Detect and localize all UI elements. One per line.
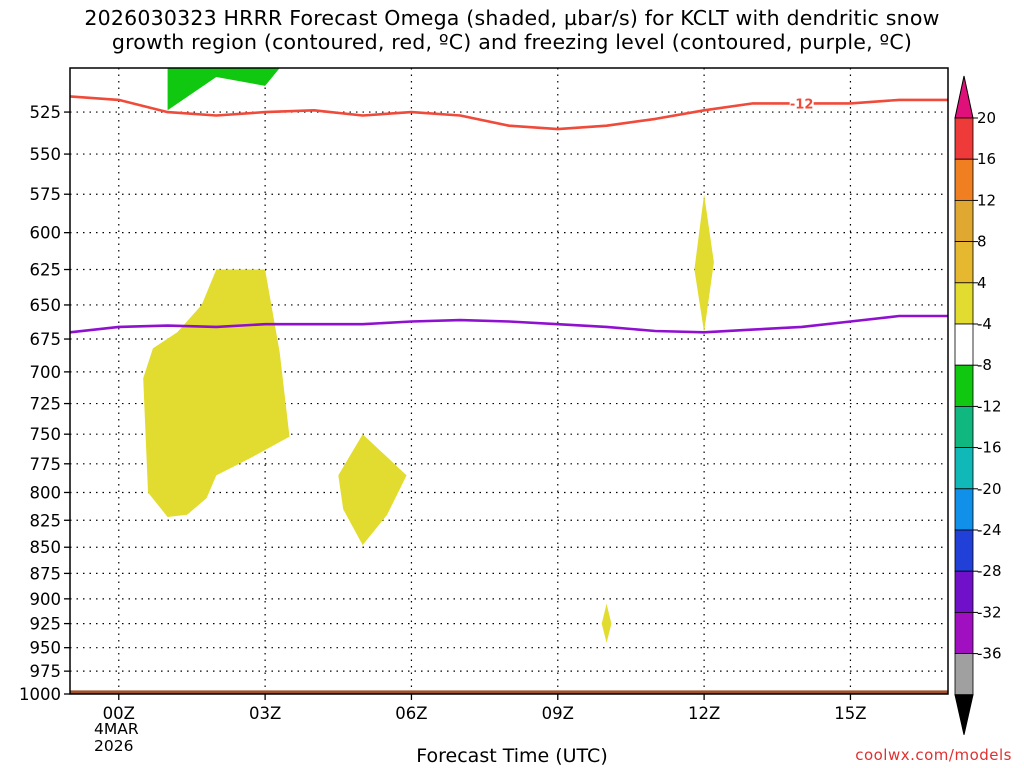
- colorbar-segment-6: [954, 364, 974, 407]
- colorbar-label-4: 4: [977, 274, 987, 292]
- y-tick-label-875: 875: [30, 564, 62, 583]
- omega-region-yellow-4: [601, 603, 612, 643]
- colorbar-segment-11: [954, 570, 974, 613]
- grid: [70, 68, 948, 694]
- surface-band-rect: [70, 690, 948, 694]
- freezing-level-line: [70, 314, 948, 334]
- contour-labels: -12: [789, 96, 814, 112]
- title-line-2: growth region (contoured, red, ºC) and f…: [111, 30, 913, 54]
- y-tick-label-700: 700: [30, 363, 62, 382]
- x-tick-label-00Z: 00Z: [103, 704, 135, 723]
- colorbar-segment-0: [954, 117, 974, 160]
- y-tick-label-575: 575: [30, 185, 62, 204]
- colorbar-label-12: -32: [977, 603, 1002, 621]
- colorbar-label-7: -12: [977, 397, 1002, 415]
- colorbar-segment-1: [954, 158, 974, 201]
- colorbar-segment-10: [954, 529, 974, 572]
- colorbar-label-2: 12: [977, 191, 996, 209]
- colorbar: 20 16 12 8 4 -4 -8 -12 -16 -20 -24 -28 -32 -36: [954, 75, 1002, 735]
- colorbar-segment-4: [954, 282, 974, 325]
- y-tick-label-525: 525: [30, 103, 62, 122]
- colorbar-segment-12: [954, 612, 974, 655]
- site-credit: coolwx.com/models: [855, 746, 1012, 764]
- y-tick-label-825: 825: [30, 511, 62, 530]
- dgz-contour-label: -12: [790, 97, 814, 112]
- contour-lines: [70, 95, 948, 334]
- omega-region-green: [167, 68, 280, 111]
- y-tick-label-950: 950: [30, 639, 62, 658]
- colorbar-bottom-arrow: [954, 694, 974, 735]
- colorbar-segment-3: [954, 241, 974, 284]
- y-tick-label-850: 850: [30, 538, 62, 557]
- title-line-1: 2026030323 HRRR Forecast Omega (shaded, …: [84, 6, 940, 30]
- colorbar-label-1: 16: [977, 150, 996, 168]
- x-axis-ticks: 00Z 03Z 06Z 09Z 12Z 15Z: [103, 694, 867, 723]
- colorbar-label-5: -4: [977, 315, 992, 333]
- y-tick-label-725: 725: [30, 395, 62, 414]
- x-axis-label: Forecast Time (UTC): [416, 745, 608, 767]
- plot-frame: [69, 67, 949, 695]
- colorbar-segment-9: [954, 488, 974, 531]
- date-year: 2026: [94, 737, 134, 755]
- colorbar-segment-5: [954, 323, 974, 366]
- colorbar-segment-7: [954, 405, 974, 448]
- omega-regions: [143, 68, 714, 643]
- y-tick-label-975: 975: [30, 662, 62, 681]
- date-label: 4MAR 2026: [94, 721, 139, 755]
- y-tick-label-750: 750: [30, 425, 62, 444]
- colorbar-label-8: -16: [977, 439, 1002, 457]
- y-tick-label-625: 625: [30, 261, 62, 280]
- colorbar-segment-8: [954, 447, 974, 490]
- colorbar-label-0: 20: [977, 109, 996, 127]
- y-tick-label-675: 675: [30, 330, 62, 349]
- y-tick-label-600: 600: [30, 224, 62, 243]
- colorbar-label-11: -28: [977, 562, 1002, 580]
- x-tick-label-09Z: 09Z: [542, 704, 574, 723]
- omega-region-yellow-2: [338, 434, 407, 546]
- y-tick-label-775: 775: [30, 455, 62, 474]
- colorbar-segment-2: [954, 199, 974, 242]
- y-tick-label-900: 900: [30, 590, 62, 609]
- colorbar-label-13: -36: [977, 645, 1002, 663]
- x-tick-label-03Z: 03Z: [249, 704, 281, 723]
- omega-region-yellow-3: [694, 194, 714, 333]
- y-axis-ticks: 525 550 575 600 625 650 675 700 725 750 775 800 825 8…: [19, 103, 70, 704]
- y-tick-label-800: 800: [30, 483, 62, 502]
- colorbar-label-10: -24: [977, 521, 1002, 539]
- colorbar-label-9: -20: [977, 480, 1002, 498]
- y-tick-label-925: 925: [30, 615, 62, 634]
- colorbar-label-3: 8: [977, 233, 987, 251]
- dgz-contour-line: [70, 95, 948, 131]
- y-tick-label-1000: 1000: [19, 685, 61, 704]
- x-tick-label-06Z: 06Z: [395, 704, 427, 723]
- x-tick-label-15Z: 15Z: [834, 704, 866, 723]
- y-tick-label-650: 650: [30, 296, 62, 315]
- dgz-label-bg: [789, 96, 814, 111]
- x-tick-label-12Z: 12Z: [688, 704, 720, 723]
- y-tick-label-550: 550: [30, 145, 62, 164]
- colorbar-top-arrow: [954, 75, 974, 119]
- omega-region-yellow-1: [143, 269, 290, 517]
- colorbar-segment-13: [954, 653, 974, 696]
- surface-band: [70, 690, 948, 694]
- colorbar-label-6: -8: [977, 356, 992, 374]
- date-day: 4MAR: [94, 720, 139, 738]
- chart-title: 2026030323 HRRR Forecast Omega (shaded, …: [0, 6, 1024, 54]
